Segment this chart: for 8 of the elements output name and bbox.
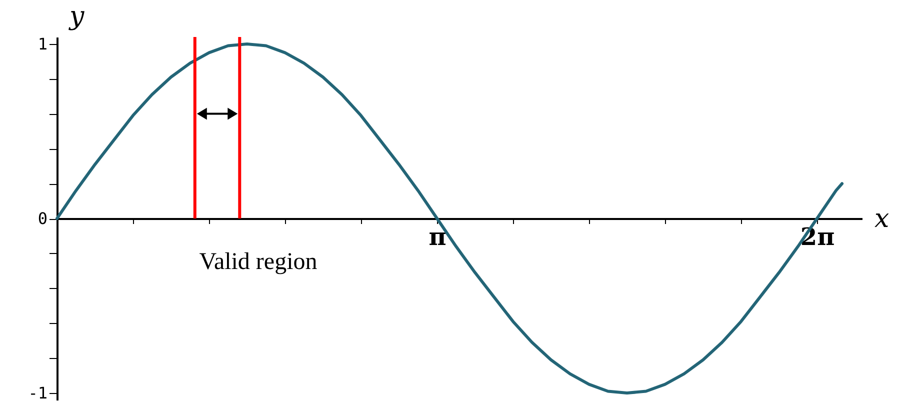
annotation: Valid region	[199, 249, 318, 276]
y-tick-label: -1	[28, 384, 48, 403]
line-series	[56, 42, 844, 395]
x-tick-label: π	[428, 222, 446, 251]
y-axis-title: y	[68, 2, 84, 32]
x-axis-title: x	[874, 204, 890, 234]
y-tick-label: 1	[38, 34, 48, 54]
y-tick-label: 0	[38, 209, 48, 228]
